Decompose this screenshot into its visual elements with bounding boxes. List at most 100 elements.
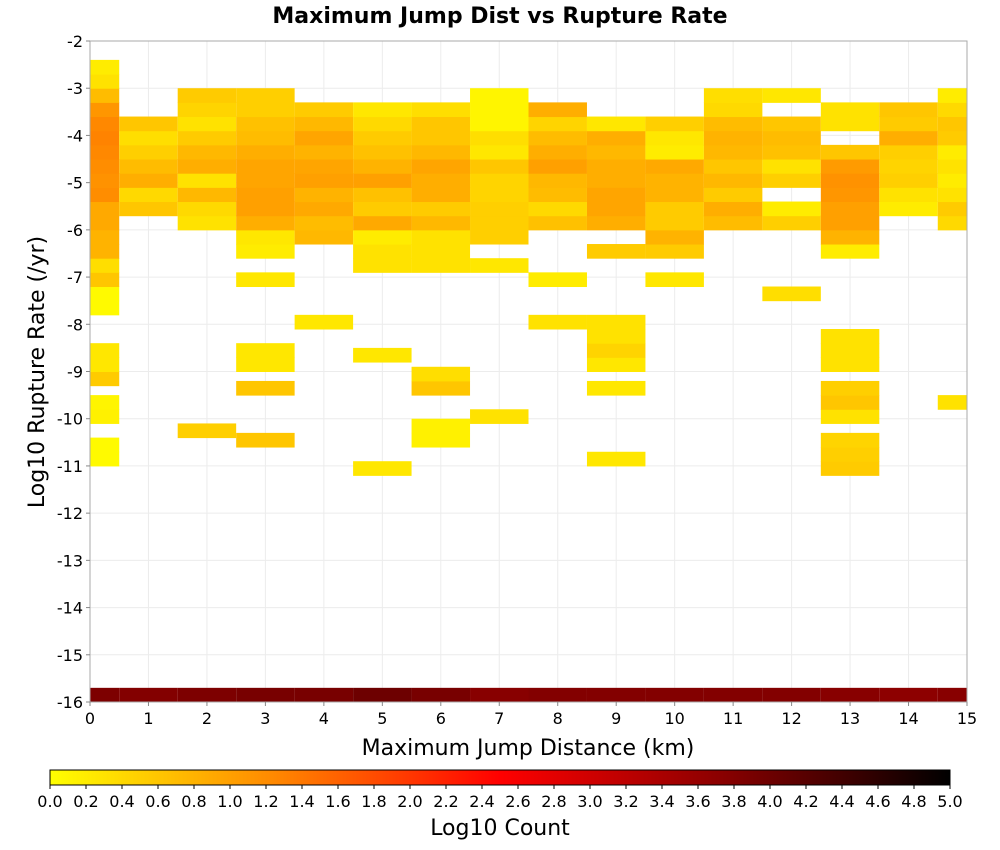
heatmap-cell	[820, 432, 880, 448]
heatmap-cell	[586, 357, 646, 372]
y-axis-ticks: -16 -15 -14 -13 -12 -11 -10 -9 -8 -7 -6 -5 -4 -3 -2	[57, 32, 90, 712]
heatmap-cell	[90, 102, 120, 118]
y-tick-label: -7	[67, 268, 83, 287]
heatmap-cell	[411, 366, 471, 382]
heatmap-cell	[411, 418, 471, 434]
heatmap-cell	[411, 201, 471, 217]
colorbar-tick-label: 3.0	[577, 792, 602, 811]
heatmap-cell	[411, 116, 471, 132]
heatmap-cell	[645, 173, 704, 188]
heatmap-cell	[294, 144, 354, 160]
heatmap-cell	[411, 187, 471, 203]
heatmap-cell	[937, 102, 967, 118]
heatmap-cell	[90, 159, 120, 174]
heatmap-cell	[119, 159, 178, 174]
heatmap-cell	[90, 88, 120, 103]
heatmap-cell	[294, 314, 354, 330]
heatmap-cell	[411, 215, 471, 231]
heatmap-cell	[528, 102, 587, 118]
heatmap-cell	[762, 88, 821, 103]
heatmap-cell	[586, 215, 646, 231]
heatmap-cell	[119, 116, 178, 132]
heatmap-cell	[879, 144, 938, 160]
heatmap-cell	[353, 159, 412, 174]
heatmap-cell	[470, 187, 529, 203]
heatmap-cell	[119, 173, 178, 188]
heatmap-cell	[236, 380, 295, 396]
heatmap-cell	[236, 173, 295, 188]
heatmap-cell	[820, 687, 880, 703]
heatmap-cell	[820, 102, 880, 118]
y-tick-label: -9	[67, 363, 83, 382]
heatmap-cell	[353, 130, 412, 146]
heatmap-cell	[879, 187, 938, 203]
heatmap-cell	[236, 102, 295, 118]
y-tick-label: -16	[57, 693, 83, 712]
y-tick-label: -13	[57, 551, 83, 570]
heatmap-cell	[470, 215, 529, 231]
heatmap-cell	[90, 173, 120, 188]
heatmap-cell	[820, 357, 880, 372]
heatmap-cell	[586, 187, 646, 203]
heatmap-cell	[353, 102, 412, 118]
heatmap-cell	[528, 314, 587, 330]
heatmap-cell	[236, 229, 295, 245]
heatmap-cell	[645, 130, 704, 146]
y-tick-label: -12	[57, 504, 83, 523]
x-tick-label: 4	[319, 709, 329, 728]
heatmap-cell	[119, 144, 178, 160]
y-tick-label: -11	[57, 457, 83, 476]
x-tick-label: 14	[898, 709, 918, 728]
heatmap-cell	[470, 201, 529, 217]
heatmap-cell	[90, 343, 120, 358]
heatmap-cell	[294, 229, 354, 245]
heatmap-cell	[820, 244, 880, 259]
colorbar-tick-label: 0.4	[109, 792, 134, 811]
heatmap-cell	[294, 201, 354, 217]
heatmap-cell	[177, 88, 237, 103]
x-tick-label: 1	[143, 709, 153, 728]
heatmap-cell	[820, 447, 880, 462]
heatmap-cell	[586, 244, 646, 259]
heatmap-cell	[90, 371, 120, 387]
heatmap-cell	[353, 215, 412, 231]
heatmap-cell	[353, 258, 412, 273]
heatmap-cell	[762, 215, 821, 231]
heatmap-cell	[294, 159, 354, 174]
heatmap-cell	[90, 116, 120, 132]
heatmap-cell	[820, 215, 880, 231]
colorbar-tick-label: 2.0	[397, 792, 422, 811]
heatmap-cell	[353, 116, 412, 132]
heatmap-cell	[528, 201, 587, 217]
heatmap-cell	[411, 130, 471, 146]
heatmap-cell	[90, 357, 120, 372]
heatmap-cell	[937, 116, 967, 132]
colorbar-tick-label: 1.4	[289, 792, 314, 811]
y-tick-label: -3	[67, 79, 83, 98]
heatmap-cell	[703, 102, 763, 118]
heatmap-cell	[937, 687, 967, 703]
heatmap-cell	[470, 88, 529, 103]
heatmap-cell	[703, 215, 763, 231]
heatmap-cell	[937, 201, 967, 217]
colorbar-tick-label: 0.2	[73, 792, 98, 811]
heatmap-cell	[411, 380, 471, 396]
heatmap-cell	[177, 159, 237, 174]
heatmap-cell	[294, 215, 354, 231]
heatmap-cell	[236, 357, 295, 372]
colorbar-tick-label: 3.4	[649, 792, 674, 811]
heatmap-cell	[119, 201, 178, 217]
heatmap-cell	[353, 229, 412, 245]
colorbar-tick-label: 2.2	[433, 792, 458, 811]
heatmap-cell	[586, 159, 646, 174]
x-tick-label: 11	[723, 709, 743, 728]
y-tick-label: -6	[67, 221, 83, 240]
heatmap-cell	[90, 395, 120, 410]
heatmap-cell	[236, 215, 295, 231]
heatmap-cell	[645, 116, 704, 132]
heatmap-cell	[294, 116, 354, 132]
heatmap-cell	[820, 380, 880, 396]
heatmap-cell	[294, 102, 354, 118]
colorbar-tick-label: 4.2	[793, 792, 818, 811]
